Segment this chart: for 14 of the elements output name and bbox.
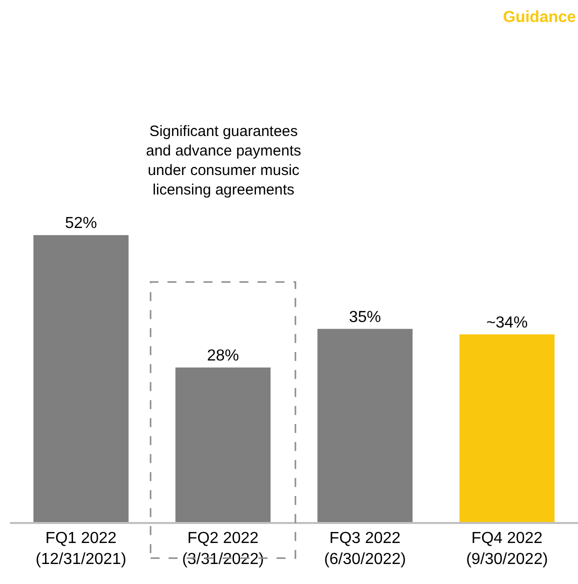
text: Significant guarantees and advance payments under consumer music licensing agreements — [146, 123, 302, 198]
bar — [175, 368, 271, 522]
data-label: 28% — [206, 348, 240, 365]
data-label: 35% — [348, 308, 382, 326]
x-tick-label: FQ4 2022 (9/30/2022) — [466, 530, 548, 568]
x-tick-label: FQ1 2022 (12/31/2021) — [36, 530, 126, 568]
bar — [459, 334, 555, 522]
bar — [33, 235, 129, 522]
data-label: ~34% — [486, 314, 528, 332]
text: Guidance — [503, 9, 576, 26]
data-label: 52% — [64, 215, 98, 232]
x-tick-label: FQ2 2022 (3/31/2022) — [182, 530, 264, 568]
x-tick-label: FQ3 2022 (6/30/2022) — [324, 530, 406, 568]
bar — [317, 328, 413, 522]
